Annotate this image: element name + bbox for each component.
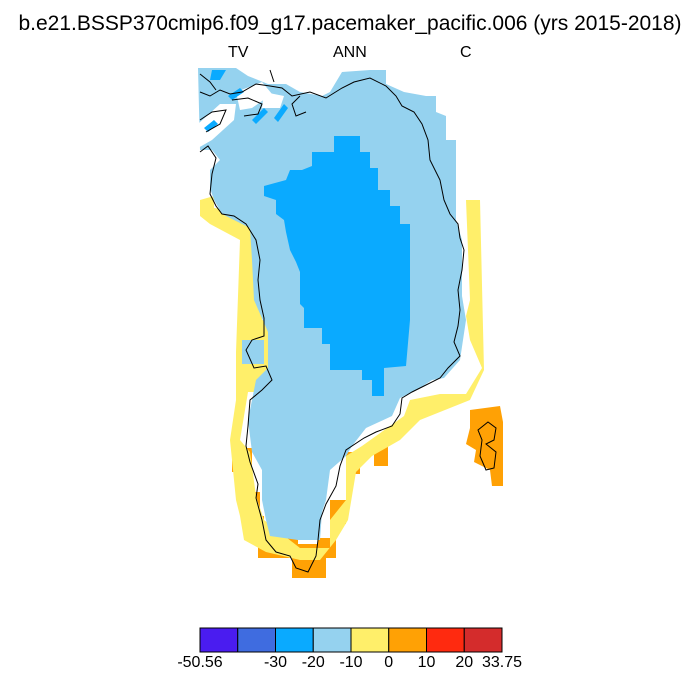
colorbar-cell xyxy=(312,627,352,653)
colorbar-tick-label: -20 xyxy=(301,654,325,671)
units-label: C xyxy=(460,44,472,61)
variable-label: TV xyxy=(228,44,249,61)
colorbar-cell xyxy=(199,627,239,653)
colorbar-tick-label: -10 xyxy=(339,654,363,671)
colorbar-tick-label: -50.56 xyxy=(177,654,223,671)
coastline xyxy=(199,69,497,573)
colorbar-cell xyxy=(237,627,276,653)
colorbar-cell xyxy=(350,627,390,653)
plot-title: b.e21.BSSP370cmip6.f09_g17.pacemaker_pac… xyxy=(18,12,682,35)
colorbar-cell xyxy=(426,627,465,653)
field-streaks xyxy=(204,70,288,132)
colorbar-tick-label: 0 xyxy=(384,654,394,671)
colorbar-tick-label: 33.75 xyxy=(481,654,523,671)
field-yellow xyxy=(200,196,484,560)
colorbar-cell xyxy=(463,627,503,653)
colorbar-tick-label: 20 xyxy=(455,654,474,671)
colorbar-tick-label: -30 xyxy=(263,654,288,671)
colorbar-tick-label: 10 xyxy=(417,654,436,671)
colorbar-cell xyxy=(275,627,314,653)
field-blue xyxy=(264,136,410,396)
period-label: ANN xyxy=(333,44,367,61)
colorbar-cell xyxy=(388,627,427,653)
